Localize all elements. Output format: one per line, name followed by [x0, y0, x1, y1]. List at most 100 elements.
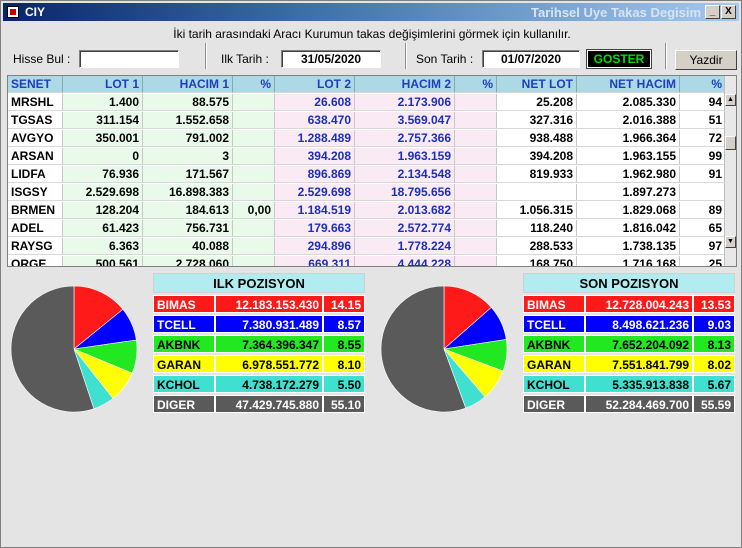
position-pct: 8.13: [693, 335, 735, 353]
header-lot1[interactable]: LOT 1: [63, 76, 143, 93]
table-cell: [233, 112, 275, 129]
table-cell: [455, 202, 497, 219]
table-cell: 0: [63, 148, 143, 165]
position-pct: 8.02: [693, 355, 735, 373]
table-cell: 72: [680, 130, 726, 147]
table-cell: 18.795.656: [355, 184, 455, 201]
table-row[interactable]: ARSAN 0 3 394.208 1.963.159 394.208 1.963.155 9…: [8, 148, 726, 166]
table-cell: 171.567: [143, 166, 233, 183]
takas-table[interactable]: SENET LOT 1 HACIM 1 % LOT 2 HACIM 2 % NE…: [7, 75, 737, 267]
window-title: CIY: [25, 5, 46, 19]
position-name: DIGER: [153, 395, 215, 413]
header-lot2[interactable]: LOT 2: [275, 76, 355, 93]
info-text: İki tarih arasındaki Aracı Kurumun takas…: [173, 27, 571, 41]
table-row[interactable]: MRSHL 1.400 88.575 26.608 2.173.906 25.208 2.0…: [8, 94, 726, 112]
table-cell: ARSAN: [8, 148, 63, 165]
table-cell: [233, 148, 275, 165]
table-cell: 184.613: [143, 202, 233, 219]
table-cell: 76.936: [63, 166, 143, 183]
table-cell: 1.778.224: [355, 238, 455, 255]
table-cell: AVGYO: [8, 130, 63, 147]
header-pct3[interactable]: %: [680, 76, 726, 93]
close-button[interactable]: X: [721, 5, 736, 19]
table-cell: 3: [143, 148, 233, 165]
position-pct: 55.10: [323, 395, 365, 413]
table-row[interactable]: TGSAS 311.154 1.552.658 638.470 3.569.047 327…: [8, 112, 726, 130]
table-cell: [455, 238, 497, 255]
minimize-button[interactable]: _: [705, 5, 720, 19]
position-value: 8.498.621.236: [585, 315, 693, 333]
table-cell: 669.311: [275, 256, 355, 266]
table-row[interactable]: ADEL 61.423 756.731 179.663 2.572.774 118.240…: [8, 220, 726, 238]
table-cell: 2.529.698: [275, 184, 355, 201]
print-button[interactable]: Yazdir: [675, 50, 737, 70]
table-row[interactable]: ISGSY 2.529.698 16.898.383 2.529.698 18.795.…: [8, 184, 726, 202]
position-name: GARAN: [523, 355, 585, 373]
title-bar[interactable]: CIY Tarihsel Uye Takas Degisim _ X: [3, 3, 739, 21]
table-cell: MRSHL: [8, 94, 63, 111]
table-cell: LIDFA: [8, 166, 63, 183]
show-button[interactable]: GOSTER: [586, 49, 652, 69]
table-cell: 65: [680, 220, 726, 237]
son-pie-chart: [380, 285, 508, 413]
table-cell: 16.898.383: [143, 184, 233, 201]
position-pct: 14.15: [323, 295, 365, 313]
position-name: GARAN: [153, 355, 215, 373]
table-row[interactable]: LIDFA 76.936 171.567 896.869 2.134.548 819.93…: [8, 166, 726, 184]
header-senet[interactable]: SENET: [8, 76, 63, 93]
header-netlot[interactable]: NET LOT: [497, 76, 577, 93]
scroll-down-arrow[interactable]: ▼: [725, 236, 736, 248]
pie-slice-bimas: [443, 285, 492, 350]
position-name: DIGER: [523, 395, 585, 413]
header-nethacim[interactable]: NET HACIM: [577, 76, 680, 93]
position-pct: 9.03: [693, 315, 735, 333]
table-cell: 25.208: [497, 94, 577, 111]
table-cell: 118.240: [497, 220, 577, 237]
search-input[interactable]: [79, 50, 179, 68]
table-cell: 819.933: [497, 166, 577, 183]
table-row[interactable]: AVGYO 350.001 791.002 1.288.489 2.757.366 938…: [8, 130, 726, 148]
table-cell: 1.056.315: [497, 202, 577, 219]
table-row[interactable]: ORGE 500.561 2.728.060 669.311 4.444.228 168.…: [8, 256, 726, 266]
table-row[interactable]: RAYSG 6.363 40.088 294.896 1.778.224 288.533 1…: [8, 238, 726, 256]
table-cell: [233, 220, 275, 237]
position-name: AKBNK: [523, 335, 585, 353]
divider: [405, 43, 407, 69]
table-scrollbar[interactable]: ▲ ▼: [724, 76, 736, 266]
position-value: 52.284.469.700: [585, 395, 693, 413]
table-cell: 25: [680, 256, 726, 266]
position-value: 7.652.204.092: [585, 335, 693, 353]
position-pct: 8.10: [323, 355, 365, 373]
table-cell: 89: [680, 202, 726, 219]
table-cell: 1.829.068: [577, 202, 680, 219]
position-pct: 5.67: [693, 375, 735, 393]
end-date-field[interactable]: 01/07/2020: [482, 50, 580, 68]
position-name: AKBNK: [153, 335, 215, 353]
app-icon: [7, 6, 19, 18]
header-hacim1[interactable]: HACIM 1: [143, 76, 233, 93]
scroll-up-arrow[interactable]: ▲: [725, 94, 736, 106]
table-cell: 2.572.774: [355, 220, 455, 237]
position-pct: 8.55: [323, 335, 365, 353]
table-cell: 791.002: [143, 130, 233, 147]
table-cell: 394.208: [275, 148, 355, 165]
table-cell: 294.896: [275, 238, 355, 255]
table-cell: 1.288.489: [275, 130, 355, 147]
start-date-field[interactable]: 31/05/2020: [281, 50, 381, 68]
position-value: 7.551.841.799: [585, 355, 693, 373]
header-hacim2[interactable]: HACIM 2: [355, 76, 455, 93]
scroll-thumb[interactable]: [725, 136, 736, 150]
position-name: BIMAS: [523, 295, 585, 313]
position-value: 12.183.153.430: [215, 295, 323, 313]
pie-slice-diger: [10, 285, 95, 413]
header-pct2[interactable]: %: [455, 76, 497, 93]
position-value: 4.738.172.279: [215, 375, 323, 393]
header-pct1[interactable]: %: [233, 76, 275, 93]
position-value: 7.380.931.489: [215, 315, 323, 333]
table-row[interactable]: BRMEN 128.204 184.613 0,00 1.184.519 2.013.68…: [8, 202, 726, 220]
position-pct: 55.59: [693, 395, 735, 413]
table-cell: 1.966.364: [577, 130, 680, 147]
window-subtitle: Tarihsel Uye Takas Degisim: [531, 5, 702, 20]
table-cell: [233, 184, 275, 201]
table-cell: 1.738.135: [577, 238, 680, 255]
